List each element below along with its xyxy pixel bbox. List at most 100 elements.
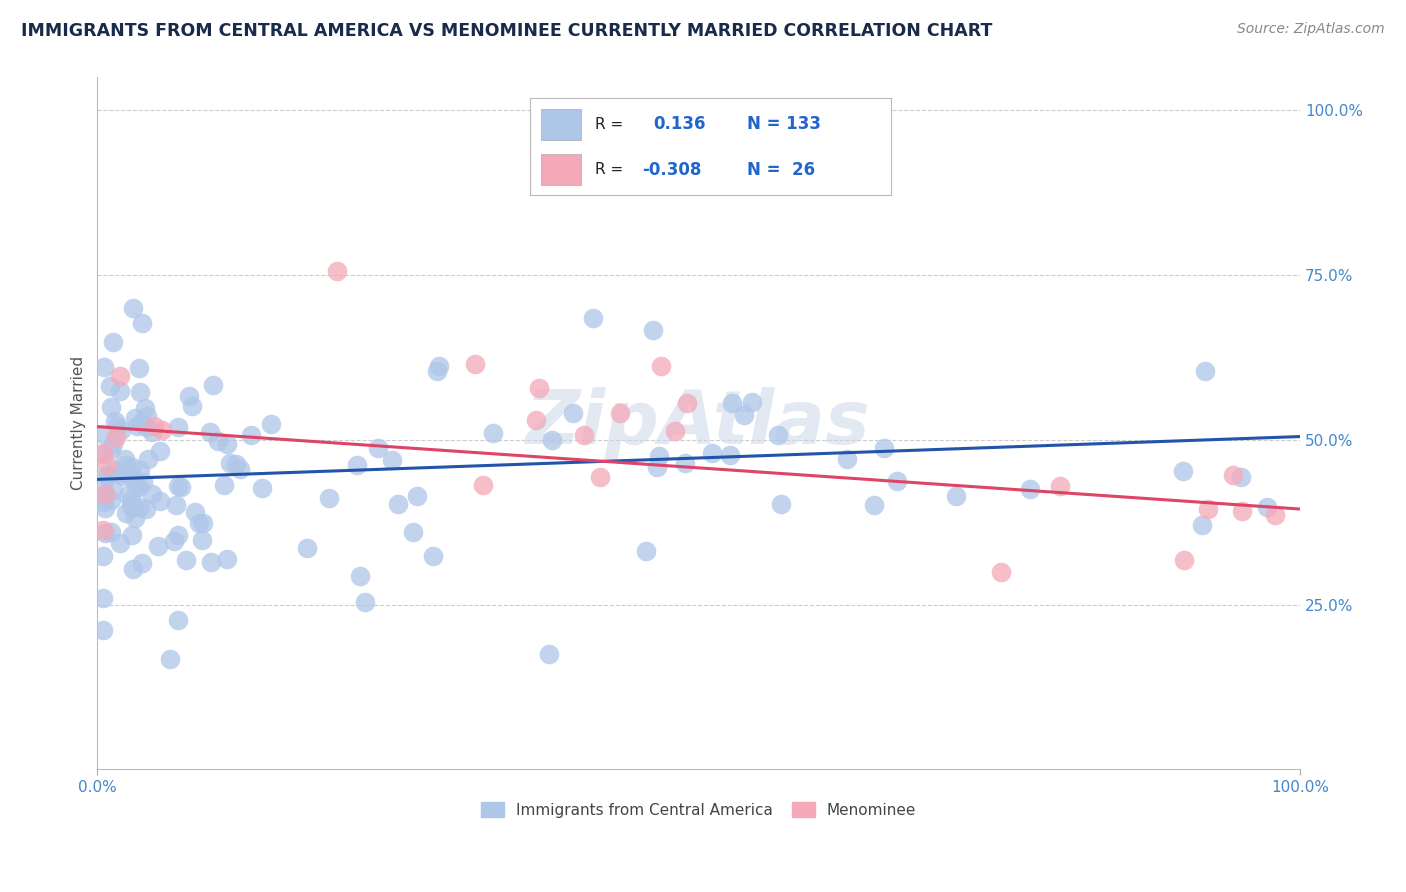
Point <box>1049 479 1071 493</box>
Point <box>149 494 172 508</box>
Point <box>574 427 596 442</box>
Point <box>1173 553 1195 567</box>
Point <box>117 487 139 501</box>
Point <box>349 569 371 583</box>
Point <box>193 516 215 531</box>
Point <box>93 487 115 501</box>
Point <box>198 425 221 439</box>
Point <box>217 552 239 566</box>
Y-axis label: Currently Married: Currently Married <box>72 356 86 491</box>
Point <box>93 426 115 441</box>
Text: ZipAtlas: ZipAtlas <box>526 387 870 460</box>
Point <box>124 410 146 425</box>
Point <box>120 499 142 513</box>
Point <box>93 591 115 606</box>
Point <box>122 500 145 514</box>
Point <box>121 562 143 576</box>
Point <box>100 442 122 456</box>
Point <box>108 535 131 549</box>
Point <box>134 401 156 415</box>
Point <box>115 458 138 472</box>
Point <box>129 463 152 477</box>
Point <box>1018 482 1040 496</box>
Point <box>202 378 225 392</box>
Point <box>111 466 134 480</box>
Point <box>381 453 404 467</box>
Point <box>721 395 744 409</box>
Point <box>200 555 222 569</box>
Point <box>93 624 115 638</box>
Point <box>167 420 190 434</box>
Point <box>100 493 122 508</box>
Point <box>537 648 560 662</box>
Point <box>1230 504 1253 518</box>
Point <box>177 389 200 403</box>
Point <box>131 475 153 489</box>
Point <box>105 419 128 434</box>
Point <box>125 419 148 434</box>
Point <box>835 451 858 466</box>
Point <box>402 525 425 540</box>
Point <box>93 481 115 495</box>
Point <box>1222 468 1244 483</box>
Point <box>103 334 125 349</box>
Point <box>93 446 115 460</box>
Point <box>609 406 631 420</box>
Point <box>93 495 115 509</box>
Point <box>121 528 143 542</box>
Point <box>100 525 122 540</box>
Point <box>100 401 122 415</box>
Point <box>219 456 242 470</box>
Point <box>346 458 368 472</box>
Point <box>121 469 143 483</box>
Point <box>128 500 150 514</box>
Point <box>673 456 696 470</box>
Point <box>93 446 115 460</box>
Point <box>589 470 612 484</box>
Point <box>1197 502 1219 516</box>
Point <box>1264 508 1286 523</box>
Point <box>148 539 170 553</box>
Point <box>120 492 142 507</box>
Point <box>103 437 125 451</box>
Point <box>367 442 389 456</box>
Point <box>733 409 755 423</box>
Point <box>184 505 207 519</box>
Point <box>149 443 172 458</box>
Point <box>163 533 186 548</box>
Point <box>96 458 118 473</box>
Text: IMMIGRANTS FROM CENTRAL AMERICA VS MENOMINEE CURRENTLY MARRIED CORRELATION CHART: IMMIGRANTS FROM CENTRAL AMERICA VS MENOM… <box>21 22 993 40</box>
Point <box>225 457 247 471</box>
Point <box>129 416 152 430</box>
Point <box>472 478 495 492</box>
Point <box>191 533 214 547</box>
Point <box>326 263 349 277</box>
Point <box>212 478 235 492</box>
Point <box>228 462 250 476</box>
Point <box>124 510 146 524</box>
Point <box>406 489 429 503</box>
Point <box>641 323 664 337</box>
Point <box>97 469 120 483</box>
Point <box>128 385 150 400</box>
Point <box>990 565 1012 579</box>
Point <box>645 459 668 474</box>
Point <box>260 417 283 432</box>
Point <box>1171 465 1194 479</box>
Point <box>886 474 908 488</box>
Point <box>110 423 132 437</box>
Point <box>524 413 547 427</box>
Point <box>101 483 124 497</box>
Point <box>128 360 150 375</box>
Point <box>174 553 197 567</box>
Legend: Immigrants from Central America, Menominee: Immigrants from Central America, Menomin… <box>475 796 922 824</box>
Point <box>131 556 153 570</box>
Point <box>741 395 763 409</box>
Point <box>650 359 672 374</box>
Point <box>93 523 115 537</box>
Point <box>180 399 202 413</box>
Point <box>718 448 741 462</box>
Point <box>125 480 148 494</box>
Point <box>121 460 143 475</box>
Point <box>98 379 121 393</box>
